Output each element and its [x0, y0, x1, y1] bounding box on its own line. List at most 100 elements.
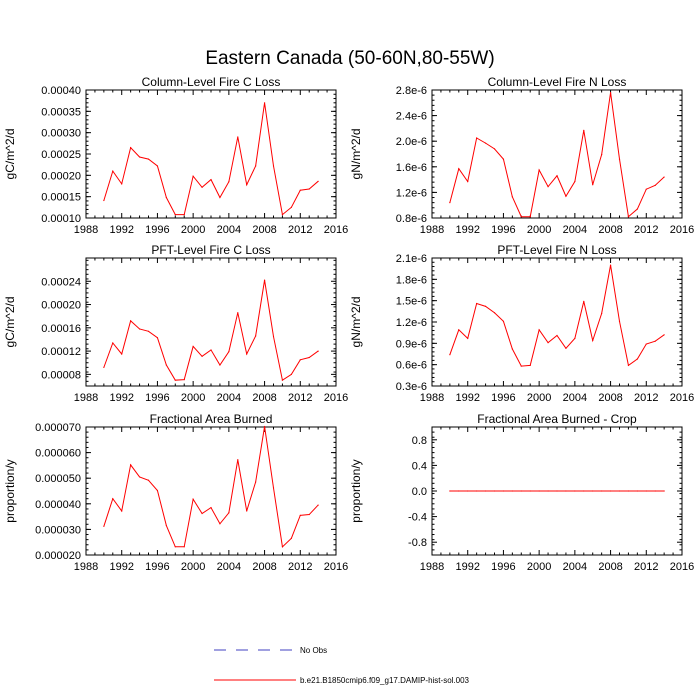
data-point — [493, 312, 496, 314]
data-point — [165, 524, 167, 527]
data-point — [255, 481, 257, 483]
y-tick-label: 0.000040 — [35, 499, 81, 511]
y-tick-label: 0.0 — [412, 486, 427, 498]
chart-panel-1: Column-Level Fire C Loss gC/m^2/d 1988 1992… — [3, 75, 348, 236]
x-tick-label: 1988 — [420, 561, 444, 573]
data-point — [147, 479, 150, 481]
data-point — [538, 169, 540, 171]
data-point — [317, 504, 319, 506]
y-tick-label: 0.00030 — [41, 128, 81, 140]
data-point — [493, 490, 496, 492]
data-point — [237, 312, 239, 314]
data-point — [156, 489, 159, 492]
chart-panel-3: PFT-Level Fire C Loss gC/m^2/d 1988 1992 199… — [3, 243, 348, 404]
x-tick-label: 2016 — [324, 392, 348, 404]
x-tick-label: 1996 — [145, 224, 169, 236]
data-point — [263, 425, 266, 428]
data-point — [565, 195, 567, 197]
x-tick-label: 2012 — [634, 392, 658, 404]
data-point — [147, 330, 150, 332]
data-point — [627, 490, 630, 492]
data-point — [574, 180, 576, 183]
data-point — [583, 129, 585, 131]
data-point — [103, 199, 105, 202]
data-point — [121, 510, 123, 512]
y-tick-label: 1.2e-6 — [396, 187, 427, 199]
data-point — [130, 147, 132, 149]
data-point — [449, 354, 451, 356]
y-tick-label: 0.00016 — [41, 323, 81, 335]
data-point — [574, 490, 576, 492]
x-tick-label: 1992 — [455, 561, 479, 573]
y-tick-label: 1.2e-6 — [396, 317, 427, 329]
y-tick-label: 0.3e-6 — [396, 381, 427, 393]
data-point — [272, 487, 275, 489]
data-point — [112, 170, 114, 172]
data-point — [556, 334, 558, 337]
y-tick-label: 0.00035 — [41, 106, 81, 118]
x-tick-label: 1988 — [74, 224, 98, 236]
chart-panels: Column-Level Fire C Loss gC/m^2/d 1988 1992… — [3, 75, 694, 573]
x-tick-label: 2004 — [217, 392, 241, 404]
data-point — [609, 264, 612, 266]
x-tick-label: 1992 — [455, 392, 479, 404]
series-line — [103, 426, 319, 548]
data-point — [618, 490, 621, 492]
data-point — [299, 514, 301, 516]
data-point — [484, 305, 487, 307]
data-point — [583, 300, 585, 302]
x-tick-label: 1992 — [455, 224, 479, 236]
x-tick-label: 2008 — [598, 392, 622, 404]
data-point — [255, 165, 257, 167]
y-tick-label: 0.00040 — [41, 85, 81, 97]
data-point — [121, 183, 123, 185]
data-point — [112, 342, 114, 344]
data-point — [299, 359, 301, 361]
data-point — [138, 328, 141, 330]
data-point — [165, 196, 167, 199]
data-point — [511, 196, 513, 198]
data-point — [263, 102, 266, 104]
panel-title: Fractional Area Burned - Crop — [477, 412, 637, 426]
data-point — [547, 490, 549, 492]
data-point — [299, 189, 301, 191]
data-point — [520, 490, 522, 492]
x-tick-label: 2004 — [563, 224, 587, 236]
data-point — [308, 513, 310, 516]
data-point — [121, 353, 123, 355]
data-point — [538, 329, 540, 331]
y-tick-label: 0.00010 — [41, 213, 81, 225]
y-tick-label: 0.00020 — [41, 170, 81, 182]
data-point — [308, 188, 310, 190]
y-tick-label: 2.8e-6 — [396, 85, 427, 97]
y-axis-label: gC/m^2/d — [3, 129, 17, 180]
y-tick-label: 0.00012 — [41, 346, 81, 358]
data-point — [484, 142, 487, 144]
y-tick-label: 0.00024 — [41, 276, 81, 288]
data-point — [476, 490, 478, 492]
y-axis-label: gN/m^2/d — [349, 297, 363, 348]
x-tick-label: 2000 — [181, 561, 205, 573]
data-point — [511, 348, 513, 350]
data-point — [476, 137, 478, 139]
x-tick-label: 2004 — [217, 224, 241, 236]
y-tick-label: -0.4 — [408, 512, 427, 524]
y-axis-label: gN/m^2/d — [349, 129, 363, 180]
chart-panel-6: Fractional Area Burned - Crop proportion/… — [349, 412, 694, 573]
data-point — [174, 379, 176, 381]
data-point — [547, 186, 549, 188]
x-tick-label: 1992 — [109, 561, 133, 573]
y-tick-label: -0.8 — [408, 537, 427, 549]
data-point — [601, 154, 603, 156]
data-point — [228, 351, 230, 353]
data-point — [201, 512, 203, 515]
x-tick-label: 2000 — [527, 561, 551, 573]
x-tick-label: 1996 — [145, 561, 169, 573]
data-point — [645, 188, 647, 190]
x-tick-label: 1988 — [420, 392, 444, 404]
data-point — [130, 464, 132, 466]
x-tick-label: 2000 — [181, 392, 205, 404]
data-point — [317, 180, 319, 182]
plot-frame — [85, 426, 337, 556]
x-tick-label: 2016 — [670, 561, 694, 573]
